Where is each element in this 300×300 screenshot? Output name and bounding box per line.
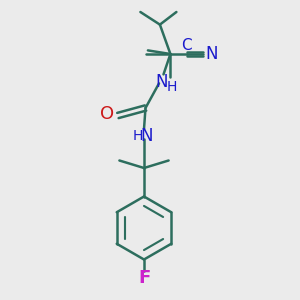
Text: C: C [182, 38, 192, 53]
Text: N: N [205, 45, 218, 63]
Text: H: H [167, 80, 177, 94]
Text: N: N [156, 73, 168, 91]
Text: N: N [141, 127, 153, 145]
Text: F: F [138, 269, 150, 287]
Text: O: O [100, 105, 115, 123]
Text: H: H [132, 129, 142, 143]
